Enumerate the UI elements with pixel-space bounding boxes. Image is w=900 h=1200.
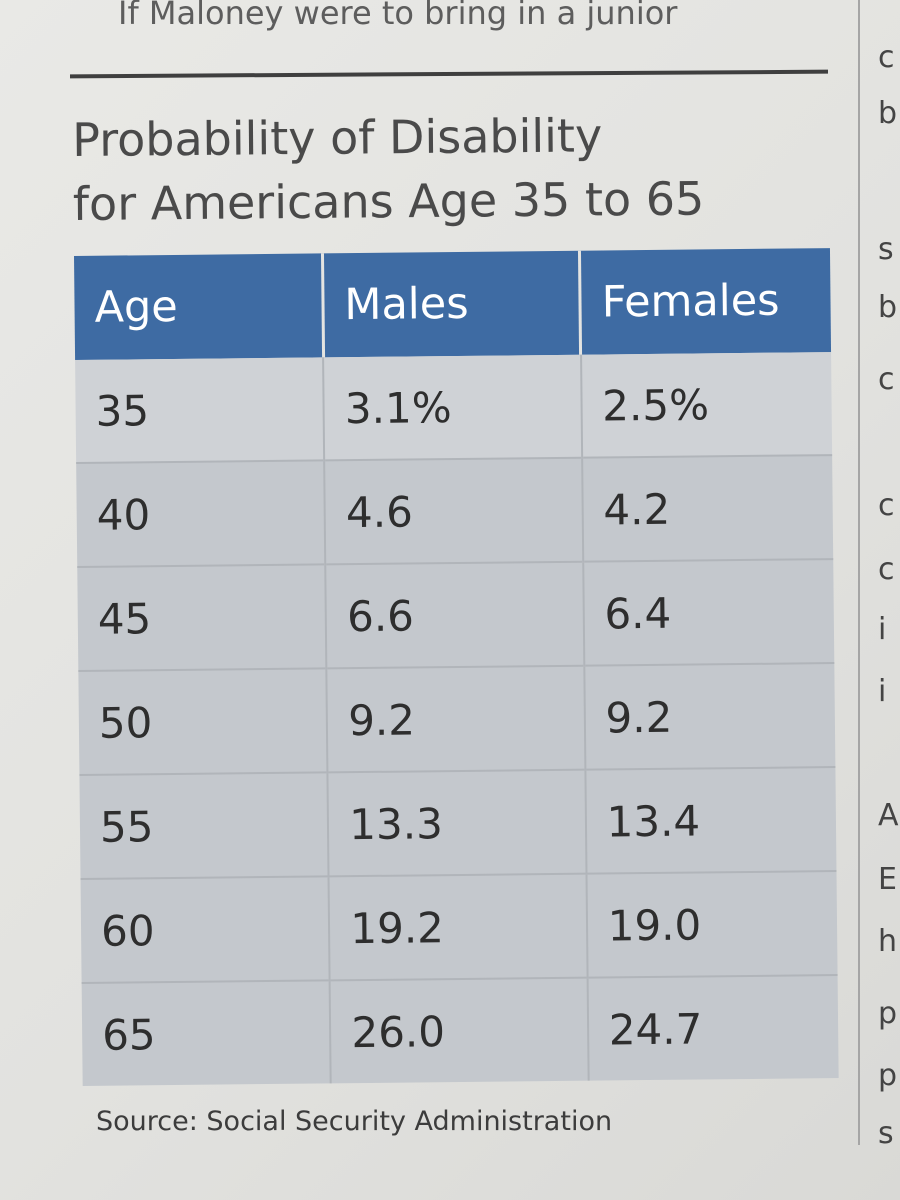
title-line-1: Probability of Disability — [72, 108, 603, 167]
cell-females: 13.4 — [585, 767, 837, 874]
header-row: Age Males Females — [74, 248, 832, 360]
fragment-letter: c — [878, 362, 895, 397]
fragment-letter: A — [878, 798, 899, 833]
cell-age: 50 — [78, 668, 328, 775]
table-title: Probability of Disability for Americans … — [72, 102, 705, 236]
header-age: Age — [74, 253, 324, 360]
fragment-letter: p — [878, 996, 898, 1031]
cell-males: 26.0 — [329, 977, 589, 1084]
cell-age: 45 — [77, 564, 327, 671]
disability-table: Age Males Females 35 3.1% 2.5% 40 4.6 4.… — [74, 248, 839, 1086]
table-row: 65 26.0 24.7 — [81, 975, 839, 1086]
section-rule — [69, 69, 829, 79]
cell-age: 65 — [81, 980, 331, 1086]
header-females: Females — [579, 248, 832, 355]
cell-females: 9.2 — [583, 663, 836, 770]
cell-females: 24.7 — [587, 975, 839, 1081]
cell-females: 2.5% — [580, 352, 833, 458]
table-row: 55 13.3 13.4 — [79, 767, 837, 879]
fragment-letter: c — [878, 552, 895, 587]
cell-males: 13.3 — [327, 769, 587, 877]
fragment-letter: s — [878, 232, 894, 267]
source-note: Source: Social Security Administration — [96, 1106, 613, 1137]
table-row: 40 4.6 4.2 — [76, 455, 834, 567]
cell-females: 19.0 — [586, 871, 838, 978]
cell-age: 40 — [76, 460, 326, 567]
cell-age: 55 — [79, 772, 329, 879]
table-row: 35 3.1% 2.5% — [75, 352, 833, 463]
previous-article-text: If Maloney were to bring in a junior — [118, 0, 678, 32]
cell-males: 3.1% — [323, 354, 582, 461]
column-divider — [858, 0, 860, 1145]
adjacent-column-fragments: c b s b c c c i i A E h p p s — [876, 0, 900, 1200]
table-row: 50 9.2 9.2 — [78, 663, 836, 775]
cell-males: 4.6 — [324, 457, 583, 565]
fragment-letter: b — [878, 290, 898, 325]
fragment-letter: h — [878, 924, 898, 959]
table-row: 60 19.2 19.0 — [80, 871, 838, 983]
header-males: Males — [322, 250, 581, 358]
fragment-letter: c — [878, 488, 895, 523]
cell-age: 60 — [80, 876, 330, 983]
cell-males: 9.2 — [326, 665, 586, 773]
table-row: 45 6.6 6.4 — [77, 559, 835, 671]
fragment-letter: c — [878, 40, 895, 75]
cell-males: 6.6 — [325, 561, 584, 669]
cell-age: 35 — [75, 357, 325, 463]
cell-females: 4.2 — [581, 455, 834, 562]
fragment-letter: i — [878, 612, 887, 647]
fragment-letter: p — [878, 1058, 898, 1093]
fragment-letter: i — [878, 674, 887, 709]
fragment-letter: b — [878, 96, 898, 131]
fragment-letter: E — [878, 862, 897, 897]
cell-females: 6.4 — [582, 559, 835, 666]
cell-males: 19.2 — [328, 873, 588, 981]
title-line-2: for Americans Age 35 to 65 — [72, 171, 705, 231]
fragment-letter: s — [878, 1116, 894, 1151]
